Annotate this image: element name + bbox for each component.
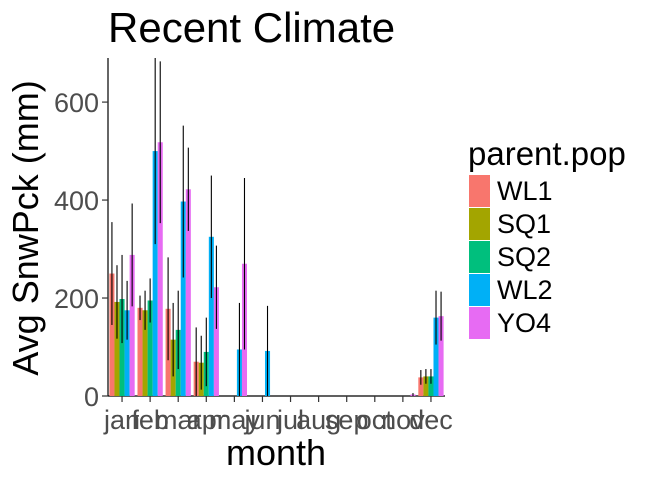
bar-wl2-jan — [124, 310, 130, 396]
y-tick-label: 0 — [84, 382, 99, 412]
x-tick-label: mar — [155, 405, 202, 435]
legend-label-sq1: SQ1 — [497, 209, 551, 239]
y-axis: 0 200 400 600 — [54, 58, 109, 412]
error-bars — [111, 58, 442, 396]
x-tick-label: jun — [243, 405, 280, 435]
x-axis-title: month — [226, 432, 326, 473]
bar-yo4-apr — [213, 287, 219, 396]
bar-yo4-dec — [438, 316, 444, 396]
legend-swatch-sq2 — [469, 241, 490, 273]
bar-sq2-feb — [147, 300, 153, 396]
bar-sq1-jan — [114, 301, 120, 396]
x-tick-label: dec — [409, 405, 453, 435]
bar-yo4-jan — [129, 254, 135, 396]
legend-label-wl1: WL1 — [497, 176, 553, 206]
bar-wl1-jan — [109, 273, 115, 396]
y-tick-label: 400 — [54, 186, 99, 216]
x-tick-label: apr — [187, 405, 226, 435]
chart-title: Recent Climate — [108, 4, 395, 51]
bars — [109, 142, 444, 396]
legend-swatch-yo4 — [469, 307, 490, 339]
bar-sq2-dec — [428, 376, 434, 396]
legend-title: parent.pop — [468, 135, 626, 172]
legend-label-sq2: SQ2 — [497, 242, 551, 272]
x-tick-label: feb — [131, 405, 169, 435]
bar-wl2-dec — [433, 317, 439, 396]
x-tick-label: sep — [325, 405, 369, 435]
legend-label-wl2: WL2 — [497, 275, 553, 305]
legend-swatch-wl1 — [469, 175, 490, 207]
bar-wl1-dec — [418, 377, 424, 396]
y-tick-label: 200 — [54, 284, 99, 314]
bar-yo4-feb — [157, 142, 163, 396]
y-tick-label: 600 — [54, 88, 99, 118]
x-tick-label: jul — [276, 405, 304, 435]
legend-label-yo4: YO4 — [497, 308, 551, 338]
x-tick-label: aug — [296, 405, 341, 435]
bar-wl2-feb — [152, 151, 158, 396]
y-axis-title: Avg SnwPck (mm) — [5, 80, 46, 375]
bar-yo4-mar — [185, 189, 191, 396]
bar-wl2-mar — [180, 201, 186, 396]
x-tick-label: jan — [103, 405, 140, 435]
legend-swatch-wl2 — [469, 274, 490, 306]
bar-sq1-feb — [142, 310, 148, 396]
bar-wl2-apr — [208, 236, 214, 396]
x-tick-label: may — [209, 405, 261, 435]
bar-sq2-jan — [119, 299, 125, 396]
bar-wl1-feb — [137, 307, 143, 396]
x-tick-label: nov — [381, 405, 425, 435]
legend-swatch-sq1 — [469, 208, 490, 240]
x-tick-label: oct — [357, 405, 394, 435]
bar-sq1-dec — [423, 376, 429, 396]
